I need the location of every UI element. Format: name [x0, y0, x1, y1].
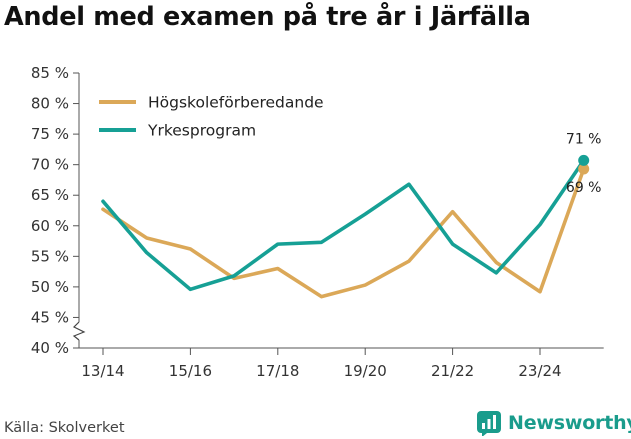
- legend-label: Yrkesprogram: [147, 122, 256, 140]
- y-tick-label: 60 %: [31, 217, 69, 235]
- legend-label: Högskoleförberedande: [148, 94, 324, 112]
- y-tick-label: 85 %: [31, 64, 69, 82]
- x-tick-label: 13/14: [81, 362, 124, 380]
- x-tick-label: 21/22: [431, 362, 474, 380]
- source-label: Källa: Skolverket: [4, 420, 125, 436]
- series-end-point-hogskole: [578, 163, 590, 175]
- end-value-label: 69 %: [566, 180, 602, 196]
- end-value-label: 71 %: [566, 131, 602, 147]
- axis-break-icon: [72, 321, 86, 341]
- y-tick-label: 50 %: [31, 278, 69, 296]
- chart-title: Andel med examen på tre år i Järfälla: [4, 2, 531, 32]
- brand-logo: Newsworthy: [476, 410, 631, 436]
- y-tick-label: 55 %: [31, 247, 69, 265]
- series-end-point-yrke: [578, 154, 590, 166]
- y-tick-label: 40 %: [31, 339, 69, 357]
- y-tick-label: 75 %: [31, 125, 69, 143]
- newsworthy-logo-icon: [477, 411, 501, 436]
- x-tick-label: 19/20: [344, 362, 387, 380]
- x-tick-label: 15/16: [169, 362, 212, 380]
- brand-name: Newsworthy: [508, 412, 631, 434]
- series-line-yrke: [101, 158, 586, 292]
- x-tick-label: 23/24: [518, 362, 561, 380]
- y-tick-label: 45 %: [31, 308, 69, 326]
- x-tick-label: 17/18: [256, 362, 299, 380]
- y-tick-label: 70 %: [31, 156, 69, 174]
- y-tick-label: 65 %: [31, 186, 69, 204]
- y-tick-label: 80 %: [31, 95, 69, 113]
